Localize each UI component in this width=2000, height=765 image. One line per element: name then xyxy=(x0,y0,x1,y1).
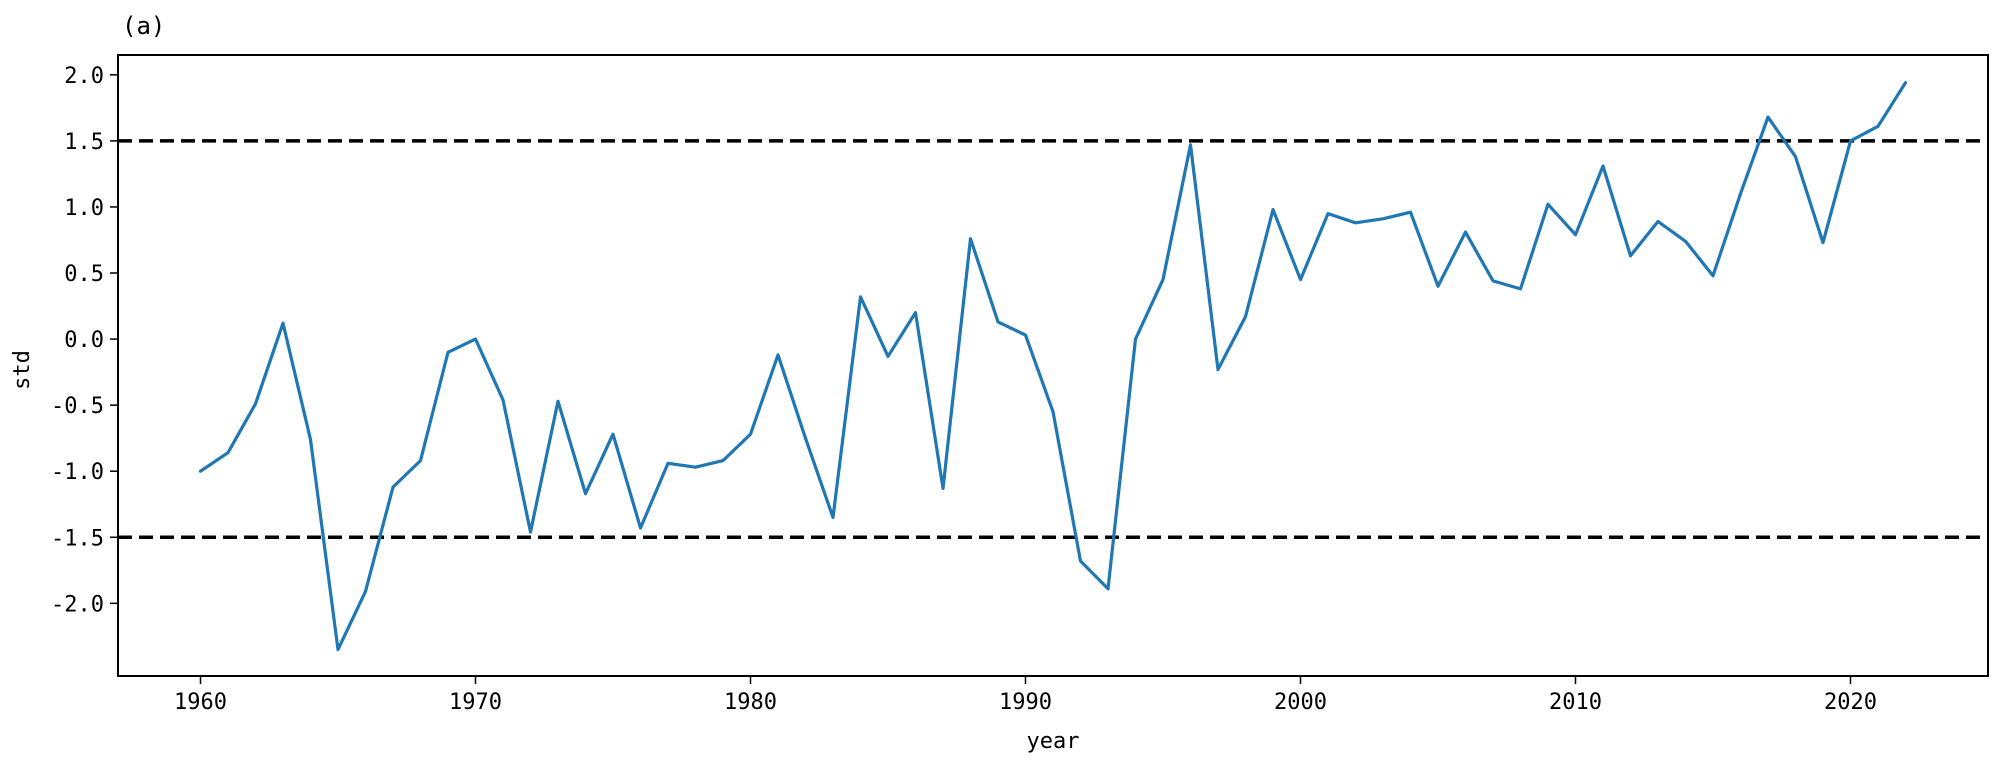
y-tick-label: -1.5 xyxy=(51,526,104,551)
x-axis-label: year xyxy=(1027,729,1080,754)
y-axis-ticks: 2.0 1.5 1.0 0.5 0.0 -0.5 -1.0 -1.5 -2.0 xyxy=(51,64,118,617)
reference-lines xyxy=(118,139,1988,540)
y-tick-label: -2.0 xyxy=(51,592,104,617)
y-tick-label: -0.5 xyxy=(51,394,104,419)
y-tick-label: -1.0 xyxy=(51,460,104,485)
x-tick-label: 2010 xyxy=(1549,690,1602,715)
y-tick-label: 0.0 xyxy=(64,328,104,353)
x-tick-label: 1960 xyxy=(174,690,227,715)
y-tick-label: 1.0 xyxy=(64,196,104,221)
x-tick-label: 1980 xyxy=(724,690,777,715)
x-tick-label: 2020 xyxy=(1824,690,1877,715)
x-tick-label: 1970 xyxy=(449,690,502,715)
y-tick-label: 1.5 xyxy=(64,130,104,155)
y-axis-label: std xyxy=(10,350,35,390)
plot-area-frame xyxy=(117,54,1989,677)
x-axis-ticks: 1960 1970 1980 1990 2000 2010 2020 xyxy=(174,676,1877,715)
series-line xyxy=(198,81,1908,652)
x-tick-label: 2000 xyxy=(1274,690,1327,715)
y-tick-label: 0.5 xyxy=(64,262,104,287)
y-tick-label: 2.0 xyxy=(64,64,104,89)
series-layer xyxy=(198,81,1908,652)
x-tick-label: 1990 xyxy=(999,690,1052,715)
chart-title: (a) xyxy=(122,12,165,40)
